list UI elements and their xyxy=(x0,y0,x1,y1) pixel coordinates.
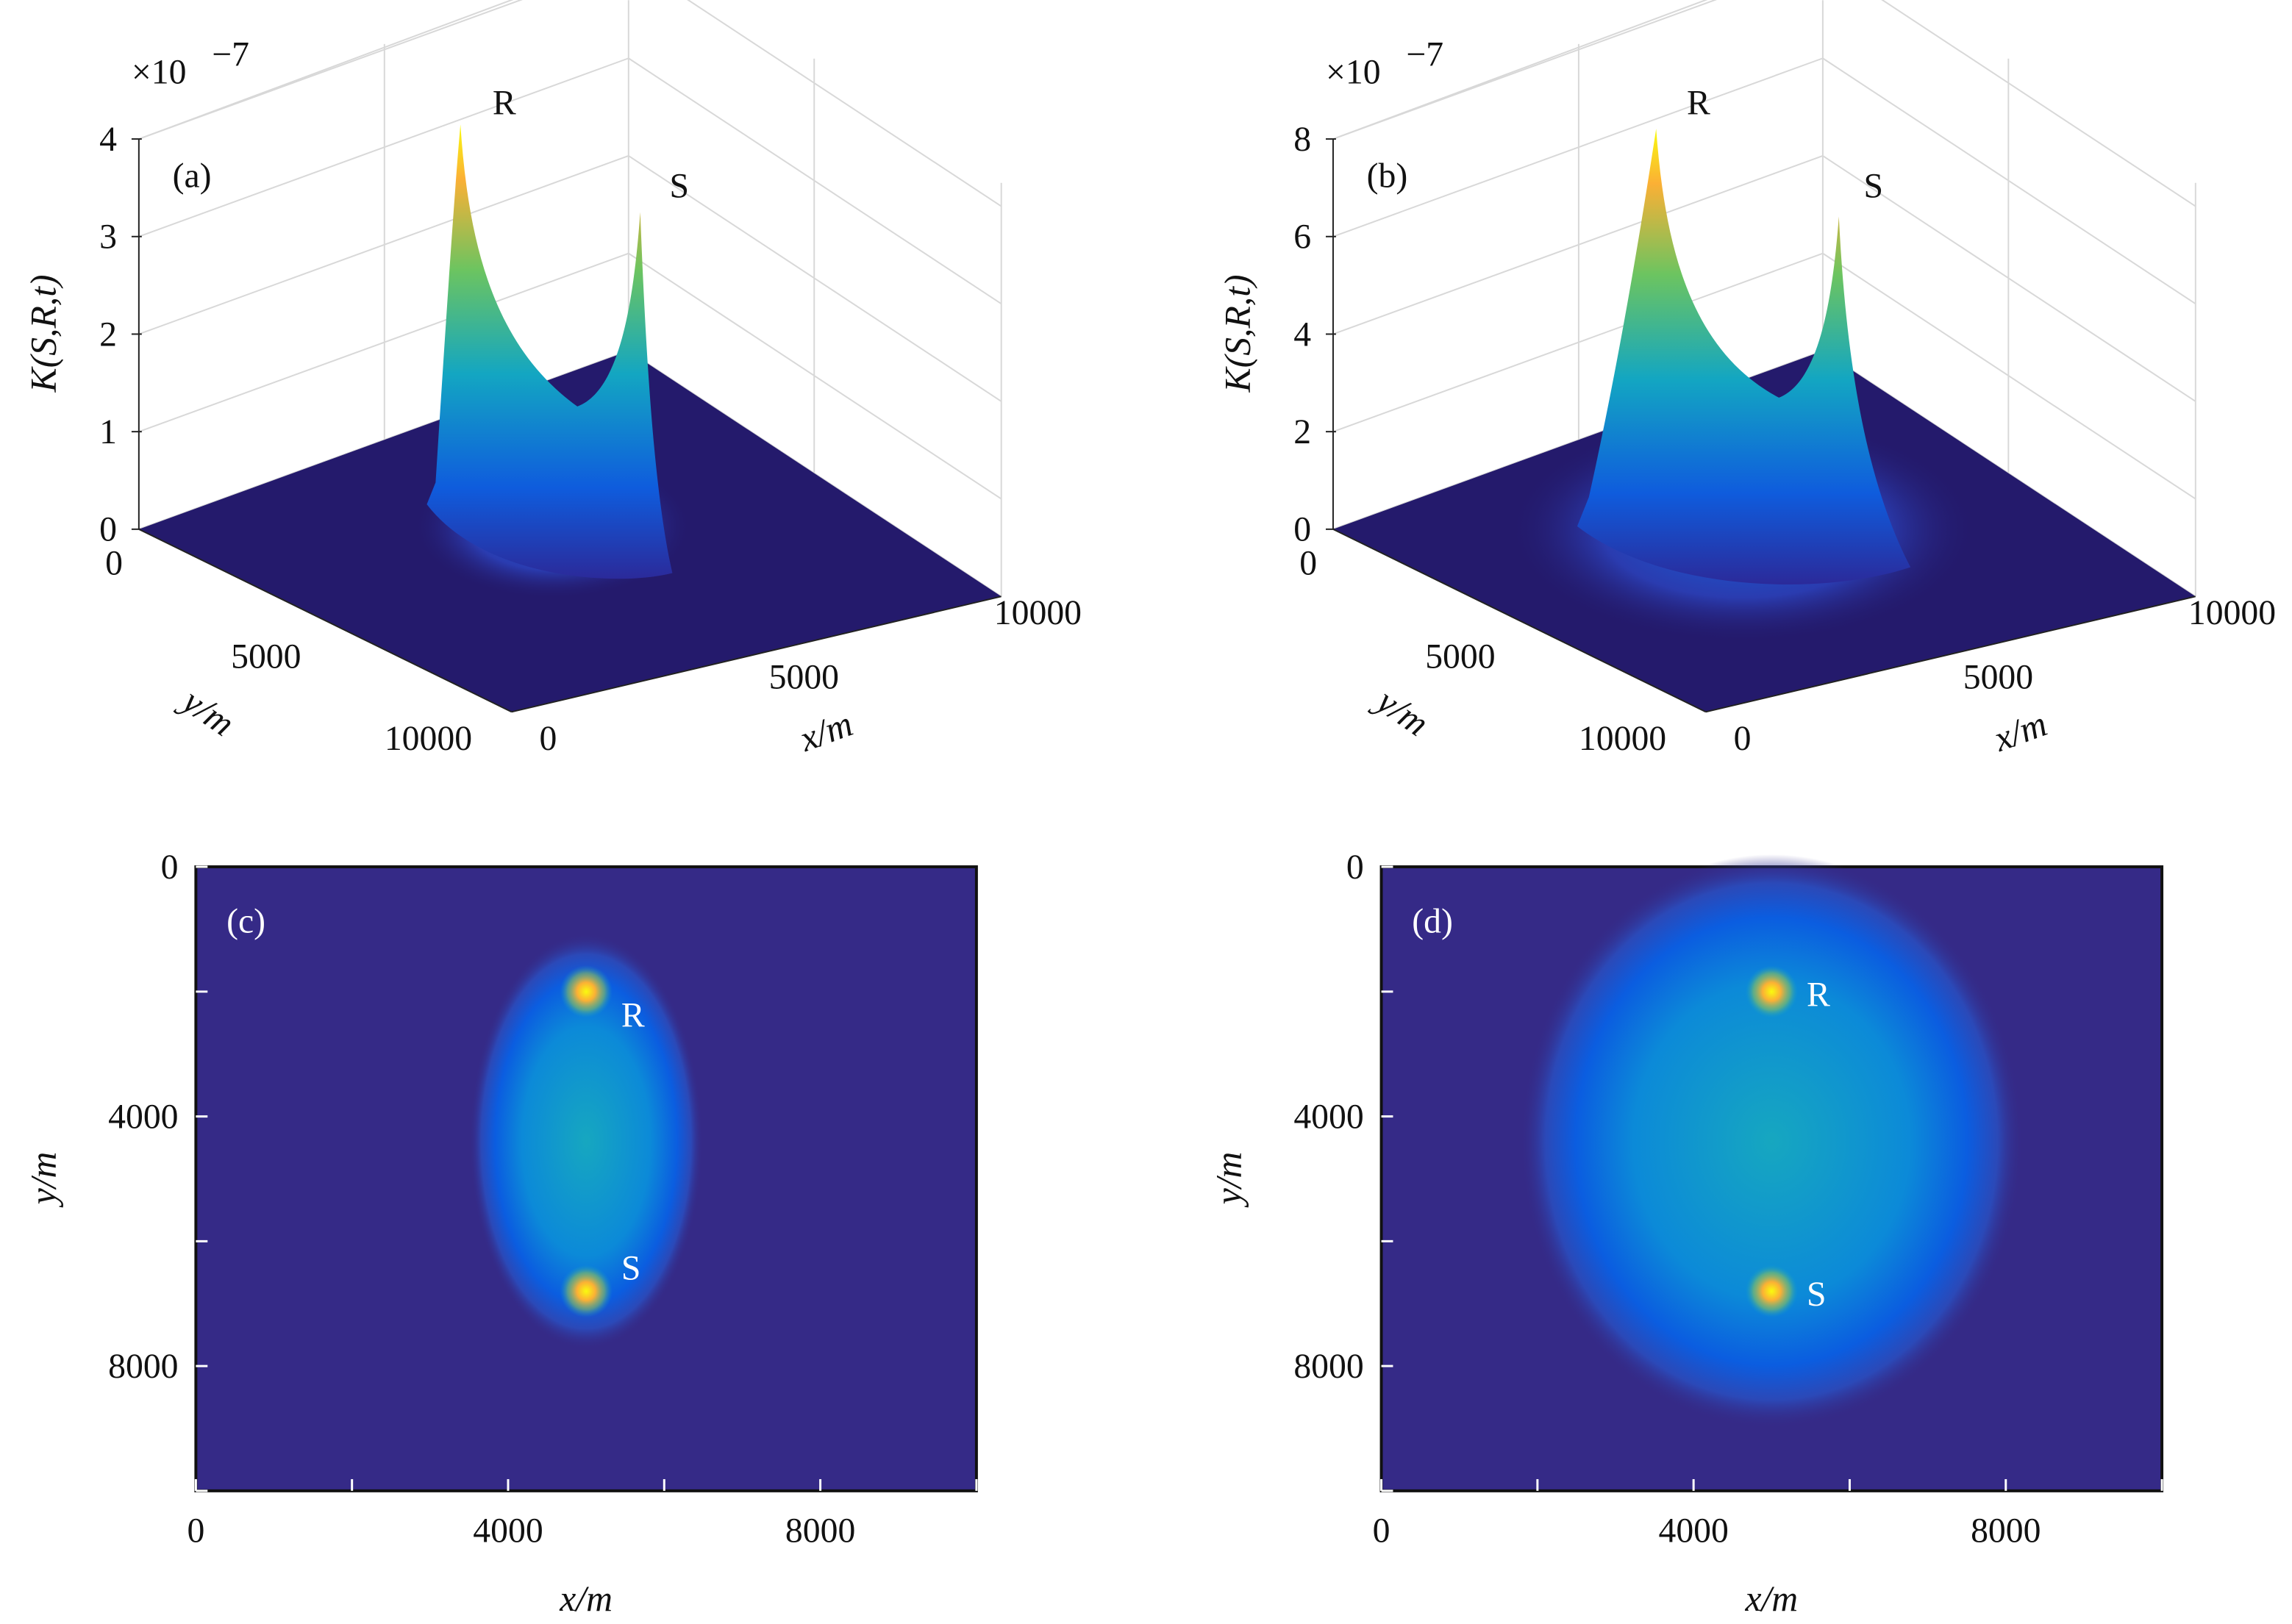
z-tick-label: 4 xyxy=(1293,315,1311,354)
hotspot-r xyxy=(560,965,613,1018)
peak-label-s: S xyxy=(1864,167,1884,206)
z-exponent-power: −7 xyxy=(1406,35,1443,74)
z-tick-label: 2 xyxy=(99,315,117,354)
y-tick-label: 10000 xyxy=(1579,719,1666,758)
y-tick-label: 8000 xyxy=(108,1347,178,1386)
x-tick-label: 5000 xyxy=(769,658,839,697)
grid-line xyxy=(1332,252,1824,433)
panel-c: R S 0 0 4000 4000 8000 8000 (c) x/m y/m xyxy=(24,848,978,1619)
z-exponent: ×10 xyxy=(132,53,187,92)
y-tick-label: 4000 xyxy=(1293,1097,1363,1136)
grid-line xyxy=(1332,155,1824,335)
x-tick-label: 0 xyxy=(1373,1511,1390,1550)
grid-line xyxy=(138,252,629,433)
x-axis xyxy=(511,595,1002,713)
x-axis xyxy=(1705,595,2196,713)
z-tick-label: 8 xyxy=(1293,120,1311,159)
y-tick-label: 4000 xyxy=(108,1097,178,1136)
panel-label: (a) xyxy=(173,157,212,196)
point-label-r: R xyxy=(1807,976,1830,1015)
x-tick-label: 8000 xyxy=(1971,1511,2041,1550)
hotspot-r xyxy=(1745,965,1799,1018)
panel-d: R S 0 0 4000 4000 8000 8000 (d) x/m y/m xyxy=(1209,848,2164,1619)
x-tick-label: 5000 xyxy=(1963,658,2033,697)
grid-line xyxy=(1822,252,2196,500)
panel-a: 0 1 2 3 4 ×10 −7 (a) R S K(S,R,t) 0 5000 10000 0 5000 10… xyxy=(24,0,1082,759)
peak-label-s: S xyxy=(669,167,689,206)
hotspot-s xyxy=(1745,1264,1799,1318)
grid-line xyxy=(628,57,1002,305)
x-axis-label: x/m xyxy=(793,703,857,759)
peak-label-r: R xyxy=(1687,83,1710,122)
y-tick-label: 10000 xyxy=(385,719,472,758)
grid-line xyxy=(628,252,1002,500)
z-tick-label: 1 xyxy=(99,412,117,451)
grid-line xyxy=(1822,155,2196,402)
panel-label: (c) xyxy=(226,902,265,941)
x-axis-label: x/m xyxy=(1988,703,2052,759)
grid-line xyxy=(138,155,629,335)
z-axis-label: K(S,R,t) xyxy=(24,274,64,393)
y-axis xyxy=(138,528,513,713)
panel-b: 0 2 4 6 8 ×10 −7 (b) R S K(S,R,t) 0 5000 10000 0 5000 10… xyxy=(1218,0,2276,759)
grid-line xyxy=(138,57,629,237)
y-tick-label: 8000 xyxy=(1293,1347,1363,1386)
surface xyxy=(1577,129,1911,584)
x-tick-label: 10000 xyxy=(2188,593,2276,632)
x-axis-label: x/m xyxy=(1744,1578,1798,1619)
y-axis-label: y/m xyxy=(24,1152,64,1209)
y-tick-label: 5000 xyxy=(1425,637,1495,676)
grid-line xyxy=(628,155,1002,402)
x-axis-label: x/m xyxy=(559,1578,613,1619)
y-tick-label: 5000 xyxy=(231,637,301,676)
x-tick-label: 0 xyxy=(540,719,557,758)
y-tick-label: 0 xyxy=(161,848,179,887)
y-axis-label: y/m xyxy=(173,679,242,744)
z-exponent-power: −7 xyxy=(212,35,249,74)
grid-line xyxy=(1332,0,1718,140)
point-label-s: S xyxy=(1807,1275,1827,1314)
peak-label-r: R xyxy=(493,83,516,122)
grid-line xyxy=(1822,57,2196,305)
y-axis-label: y/m xyxy=(1209,1152,1249,1209)
y-axis-label: y/m xyxy=(1367,679,1436,744)
z-tick-label: 0 xyxy=(1293,510,1311,549)
hotspot-s xyxy=(560,1264,613,1318)
x-tick-label: 8000 xyxy=(785,1511,855,1550)
x-tick-label: 10000 xyxy=(994,593,1082,632)
panel-label: (d) xyxy=(1412,902,1453,941)
x-tick-label: 0 xyxy=(1734,719,1752,758)
surface xyxy=(426,124,673,579)
z-exponent: ×10 xyxy=(1326,53,1381,92)
z-tick-label: 0 xyxy=(99,510,117,549)
z-tick-label: 4 xyxy=(99,120,117,159)
grid-line xyxy=(1332,57,1824,237)
point-label-s: S xyxy=(621,1248,641,1287)
grid-line xyxy=(1881,0,2196,207)
x-tick-label: 4000 xyxy=(473,1511,543,1550)
z-tick-label: 2 xyxy=(1293,412,1311,451)
point-label-r: R xyxy=(621,996,645,1035)
z-tick-label: 6 xyxy=(1293,218,1311,257)
intensity-ellipse xyxy=(1520,854,2024,1428)
x-tick-label: 4000 xyxy=(1658,1511,1728,1550)
y-axis xyxy=(1332,528,1707,713)
panel-label: (b) xyxy=(1367,157,1408,196)
y-tick-label: 0 xyxy=(1346,848,1364,887)
grid-line xyxy=(138,0,523,140)
z-axis-label: K(S,R,t) xyxy=(1218,274,1258,393)
y-tick-label: 0 xyxy=(105,543,123,582)
intensity-ellipse xyxy=(469,933,703,1350)
z-tick-label: 3 xyxy=(99,218,117,257)
x-tick-label: 0 xyxy=(187,1511,204,1550)
grid-line xyxy=(687,0,1002,207)
y-tick-label: 0 xyxy=(1299,543,1317,582)
